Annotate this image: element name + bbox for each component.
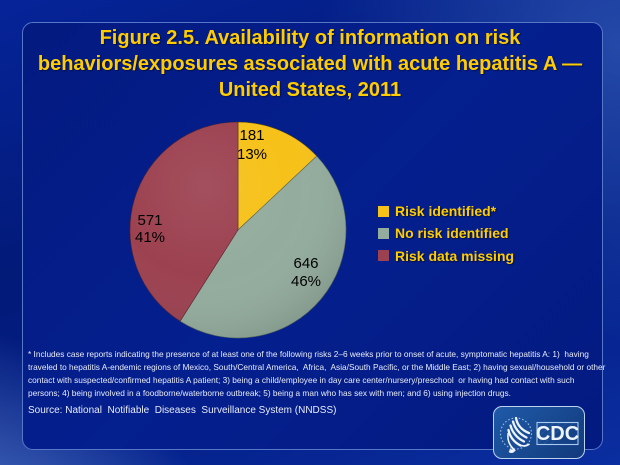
svg-text:13%: 13% <box>237 146 267 163</box>
svg-text:41%: 41% <box>135 229 165 246</box>
svg-text:46%: 46% <box>291 273 321 290</box>
svg-text:181: 181 <box>239 127 264 144</box>
svg-text:CDC: CDC <box>536 423 579 445</box>
svg-text:571: 571 <box>137 212 162 229</box>
svg-text:646: 646 <box>293 255 318 272</box>
